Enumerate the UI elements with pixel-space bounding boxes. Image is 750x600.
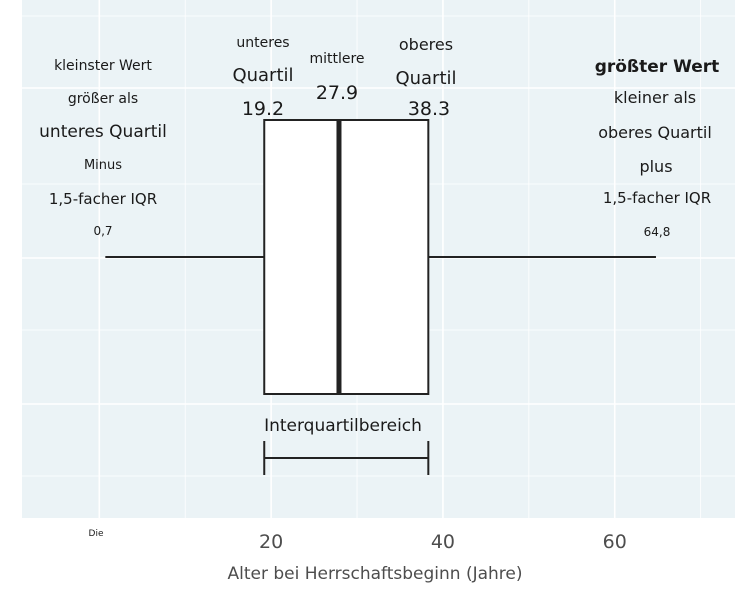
q3-value: 38.3 bbox=[408, 98, 450, 120]
iqr-box bbox=[263, 119, 430, 395]
whisker-high-value: 64,8 bbox=[644, 225, 671, 239]
whisker-high-label-5: 1,5-facher IQR bbox=[603, 189, 711, 207]
x-tick-label: 20 bbox=[259, 531, 283, 553]
whisker-high-label-3: oberes Quartil bbox=[598, 123, 712, 142]
iqr-label: Interquartilbereich bbox=[264, 416, 422, 436]
q1-label-1: unteres bbox=[236, 35, 289, 51]
x-axis-title: Alter bei Herrschaftsbeginn (Jahre) bbox=[227, 564, 522, 584]
q1-value: 19.2 bbox=[242, 98, 284, 120]
whisker-low-label-4: Minus bbox=[84, 158, 122, 173]
q3-label-1: oberes bbox=[399, 35, 453, 54]
whisker-low-label-1: kleinster Wert bbox=[54, 58, 152, 74]
whisker-low-value: 0,7 bbox=[93, 224, 112, 238]
median-value: 27.9 bbox=[316, 82, 358, 104]
box-marks bbox=[105, 119, 656, 475]
x-tick-label: 60 bbox=[603, 531, 627, 553]
x-axis-ticks: 20 40 60 bbox=[259, 531, 627, 553]
q3-label-2: Quartil bbox=[395, 68, 456, 89]
annotations: kleinster Wert größer als unteres Quarti… bbox=[39, 35, 719, 539]
whisker-low-label-3: unteres Quartil bbox=[39, 122, 167, 142]
whisker-high-label-2: kleiner als bbox=[614, 88, 696, 107]
whisker-low-label-5: 1,5-facher IQR bbox=[49, 190, 157, 208]
whisker-high-label-4: plus bbox=[639, 157, 672, 176]
x-tick-label: 40 bbox=[431, 531, 455, 553]
whisker-high-label-1: größter Wert bbox=[595, 57, 720, 77]
whisker-low-label-2: größer als bbox=[68, 91, 138, 107]
q1-label-2: Quartil bbox=[232, 65, 293, 86]
corner-label: Die bbox=[89, 529, 104, 539]
median-label: mittlere bbox=[309, 51, 364, 67]
